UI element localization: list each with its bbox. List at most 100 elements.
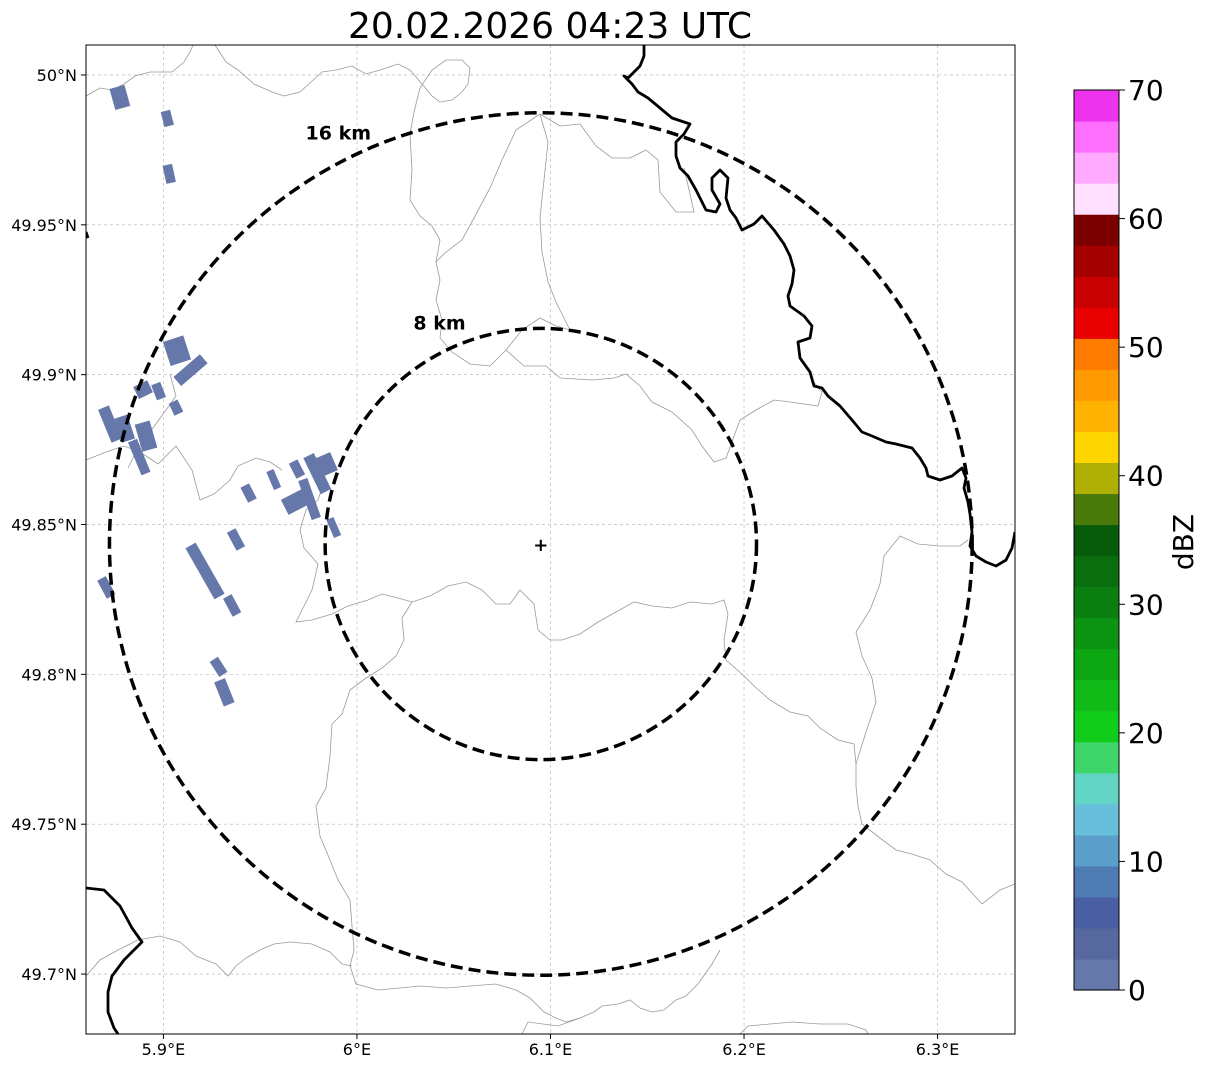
radar-echo — [226, 528, 246, 551]
x-tick-label: 6°E — [343, 1040, 371, 1059]
boundary-line — [521, 1017, 581, 1034]
colorbar-swatch — [1074, 338, 1119, 370]
colorbar-swatch — [1074, 896, 1119, 929]
colorbar-tick-label: 40 — [1128, 460, 1164, 493]
colorbar-tick-label: 0 — [1128, 974, 1146, 1007]
colorbar-swatch — [1074, 493, 1119, 526]
colorbar-tick-label: 20 — [1128, 717, 1164, 750]
x-tick-label: 6.3°E — [916, 1040, 960, 1059]
map-gridlines — [86, 45, 1015, 1034]
border-line — [622, 45, 1015, 568]
y-tick-label: 49.7°N — [21, 965, 77, 984]
radar-echo — [134, 420, 158, 452]
boundary-line — [435, 113, 541, 263]
x-axis-ticks: 5.9°E 6°E 6.1°E 6.2°E 6.3°E — [142, 1034, 960, 1059]
radar-echo — [326, 516, 342, 539]
boundary-line — [86, 935, 353, 977]
radar-site-marker: + — [533, 535, 548, 556]
x-tick-label: 5.9°E — [142, 1040, 186, 1059]
radar-echo — [223, 594, 242, 617]
boundary-line — [739, 1021, 869, 1034]
colorbar-tick-label: 50 — [1128, 331, 1164, 364]
boundary-line — [295, 481, 729, 641]
y-axis-ticks: 50°N 49.95°N 49.9°N 49.85°N 49.8°N 49.75°N 49.… — [11, 66, 86, 984]
colorbar-swatch — [1074, 958, 1119, 991]
y-tick-label: 49.8°N — [21, 665, 77, 684]
colorbar-swatch — [1074, 121, 1119, 153]
colorbar-frame — [1073, 89, 1120, 991]
colorbar-swatch — [1074, 679, 1119, 712]
radar-echo — [127, 438, 151, 476]
boundary-line — [855, 535, 969, 765]
boundary-line — [505, 349, 823, 463]
colorbar-swatch — [1074, 245, 1119, 277]
radar-echo — [266, 469, 282, 491]
border-line — [86, 886, 144, 1034]
colorbar-swatches — [1074, 90, 1119, 991]
radar-echo — [97, 576, 116, 599]
boundary-line — [315, 601, 721, 1023]
range-ring-16km — [107, 111, 974, 977]
colorbar-label: dBZ — [1167, 514, 1200, 570]
colorbar-ticks: 0 10 20 30 40 50 60 70 — [1119, 74, 1164, 1007]
colorbar-swatch — [1074, 741, 1119, 774]
radar-echo — [314, 452, 338, 478]
radar-echo — [303, 453, 332, 495]
boundary-line — [86, 445, 283, 501]
colorbar-swatch — [1074, 183, 1119, 215]
colorbar-swatch — [1074, 865, 1119, 898]
admin-boundaries — [86, 45, 1015, 1034]
colorbar-swatch — [1074, 90, 1119, 122]
radar-echo — [280, 489, 310, 515]
radar-echo — [288, 459, 306, 479]
radar-echo — [109, 84, 131, 111]
colorbar-swatch — [1074, 927, 1119, 960]
range-rings: 8 km 16 km — [107, 111, 974, 977]
colorbar-swatch — [1074, 524, 1119, 557]
range-ring-label: 8 km — [413, 313, 465, 335]
colorbar-swatch — [1074, 803, 1119, 836]
colorbar-swatch — [1074, 617, 1119, 650]
radar-echo — [214, 678, 235, 707]
radar-echo — [298, 477, 321, 521]
colorbar-swatch — [1074, 710, 1119, 743]
boundary-line — [539, 113, 571, 331]
boundary-line — [86, 45, 194, 97]
radar-center-marker: + — [533, 535, 548, 556]
boundary-line — [723, 639, 1015, 905]
colorbar-swatch — [1074, 555, 1119, 588]
radar-echo — [160, 109, 174, 128]
range-ring-label: 16 km — [306, 122, 372, 144]
radar-echo — [151, 381, 166, 401]
colorbar-swatch — [1074, 400, 1119, 432]
colorbar-swatch — [1074, 369, 1119, 401]
colorbar-swatch — [1074, 152, 1119, 184]
colorbar-swatch — [1074, 214, 1119, 246]
map-frame: 8 km 16 km + 5.9°E 6°E 6.1°E 6.2°E 6.3°E 50°N… — [11, 44, 1016, 1059]
radar-echo — [209, 656, 228, 677]
radar-echo — [114, 414, 136, 443]
colorbar-swatch — [1074, 586, 1119, 619]
boundary-line — [214, 45, 571, 367]
radar-echo — [185, 542, 225, 600]
x-tick-label: 6.2°E — [722, 1040, 766, 1059]
y-tick-label: 49.75°N — [11, 815, 77, 834]
colorbar-tick-label: 70 — [1128, 74, 1164, 107]
colorbar-tick-label: 60 — [1128, 203, 1164, 236]
radar-echo — [98, 405, 123, 443]
boundary-line — [539, 113, 695, 213]
dbz-colorbar: 0 10 20 30 40 50 60 70 dBZ — [1073, 74, 1200, 1007]
colorbar-swatch — [1074, 834, 1119, 867]
radar-echo — [240, 483, 257, 503]
colorbar-swatch — [1074, 772, 1119, 805]
y-tick-label: 50°N — [37, 66, 77, 85]
radar-echo — [173, 354, 208, 387]
radar-echoes — [97, 84, 342, 707]
y-tick-label: 49.85°N — [11, 516, 77, 535]
radar-echo — [162, 335, 191, 366]
colorbar-swatch — [1074, 276, 1119, 308]
y-tick-label: 49.9°N — [21, 366, 77, 385]
colorbar-swatch — [1074, 462, 1119, 495]
map-title: 20.02.2026 04:23 UTC — [348, 6, 752, 47]
colorbar-swatch — [1074, 431, 1119, 464]
